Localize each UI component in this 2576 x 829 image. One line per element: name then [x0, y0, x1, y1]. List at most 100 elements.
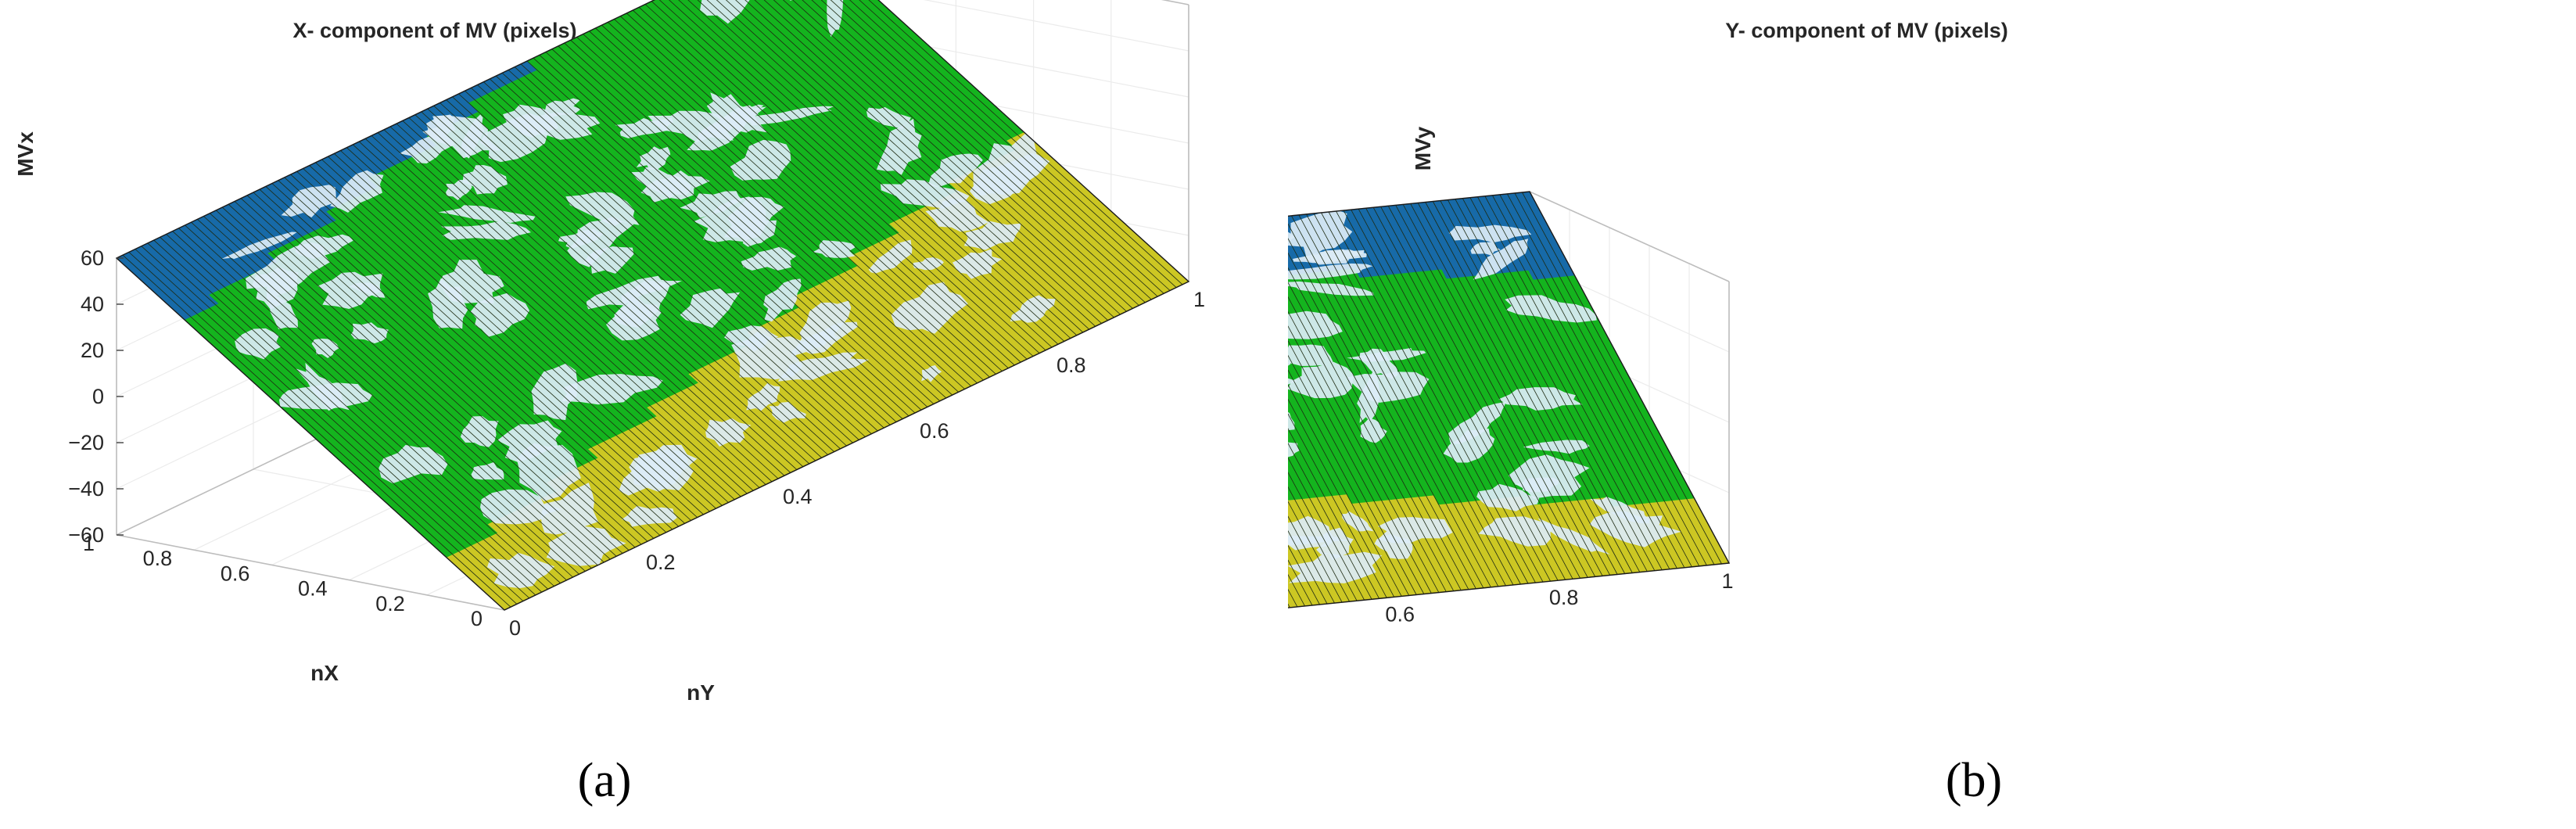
chart-b-mesh-line [1288, 442, 1372, 600]
chart-b-blob [1341, 511, 1374, 532]
chart-a-mesh-line [545, 52, 935, 404]
chart-b-blob [1288, 515, 1336, 551]
chart-b-surface-blobs [1288, 210, 1682, 583]
chart-a-mesh-line [820, 0, 1152, 300]
chart-a-mesh-line [203, 216, 592, 569]
chart-a-blob [731, 331, 806, 380]
chart-b-mesh-line [1288, 339, 1425, 594]
chart-a-z-tick-label: 0 [92, 385, 104, 408]
chart-b-mesh-line [1358, 209, 1559, 581]
chart-b-mesh-line [1288, 252, 1469, 590]
chart-b-mesh-line [1447, 199, 1648, 572]
chart-a-blob [399, 131, 455, 163]
chart-a-mesh-line [240, 198, 630, 551]
chart-a-mesh-line [735, 0, 1096, 327]
chart-a-mesh-line [465, 90, 853, 443]
chart-b-mesh-line [1288, 296, 1447, 592]
chart-a-mesh-line [364, 138, 754, 491]
chart-a-mesh-line [514, 66, 903, 419]
chart-a-mesh-line [589, 31, 978, 384]
chart-a-mesh-line [526, 60, 916, 414]
chart-b-mesh-line [1514, 192, 1715, 565]
chart-a-x-tick-label: 0.6 [221, 562, 250, 585]
chart-b-mesh-line [1387, 206, 1588, 578]
chart-a-blob [565, 192, 640, 227]
chart-a-mesh-line [669, 0, 1053, 348]
chart-a-z-tick-label: 20 [81, 339, 104, 362]
chart-b-mesh-line [1372, 207, 1573, 580]
chart-b-x-tick-label: 0.6 [1385, 602, 1415, 626]
chart-b-mesh-line [1288, 472, 1358, 601]
chart-b-zlabel: MVy [1411, 126, 1435, 170]
chart-a-surface-outline [115, 0, 1190, 611]
chart-b-blob [1293, 249, 1365, 264]
chart-b-mesh-line [1455, 199, 1656, 571]
chart-a-blob [866, 107, 911, 130]
chart-b-surface-outline [1288, 191, 1731, 608]
chart-a-mesh-line [303, 168, 691, 521]
chart-b-mesh-line [1417, 203, 1618, 575]
chart-a-z-tick-label: 40 [81, 292, 104, 316]
chart-a-mesh-line [558, 45, 947, 399]
chart-b-blob [1473, 239, 1529, 280]
chart-a-mesh-line [290, 174, 679, 527]
chart-a-mesh-line [458, 93, 847, 447]
chart-b-mesh-line [1288, 369, 1410, 596]
chart-a-surface-patch [747, 0, 767, 6]
chart-a-blob [311, 339, 339, 358]
chart-a-mesh-line [439, 102, 828, 455]
chart-a-blob [921, 365, 942, 382]
chart-a-mesh-line [427, 108, 816, 461]
chart-a-x-tick-label: 0.8 [143, 547, 173, 570]
chart-a-blob [221, 231, 297, 260]
chart-a-mesh-line [178, 228, 567, 581]
chart-a-mesh-line [166, 234, 554, 587]
chart-a-mesh-line [716, 0, 1084, 333]
chart-a-mesh-line [583, 34, 971, 386]
chart-a-mesh-line [839, 0, 1164, 294]
chart-a-mesh-line [601, 24, 990, 378]
chart-a-mesh-line [490, 78, 878, 432]
chart-a-mesh-line [265, 186, 655, 539]
chart-a-title: X- component of MV (pixels) [292, 19, 576, 42]
chart-a-mesh-line [744, 0, 1102, 324]
chart-a-mesh-line [234, 201, 623, 554]
chart-a-blob [730, 139, 791, 181]
chart-b-x-tick-label: 1 [1721, 569, 1733, 593]
chart-b-mesh-line [1288, 354, 1417, 595]
chart-a-mesh-line [811, 0, 1146, 303]
chart-a-surface-patch [753, 0, 782, 16]
chart-a-mesh-line [638, 7, 1028, 360]
chart-a-x-tick-label: 0.4 [298, 577, 328, 601]
chart-a-ticks: −60 −40 −20 0 20 40 60 0 0.2 0.4 0.6 0.8 1 0 0.2 0.4 0.6… [68, 246, 1205, 640]
chart-b-mesh-line [1288, 501, 1343, 603]
chart-b-blob [1288, 361, 1291, 366]
chart-b-blob [1347, 347, 1426, 362]
chart-b-mesh-line [1288, 398, 1395, 598]
chart-b-blob [1476, 483, 1540, 511]
chart-a-mesh-line [849, 0, 1171, 291]
chart-a-blob [680, 191, 743, 219]
chart-a-mesh-line [210, 213, 598, 565]
chart-b-box-edge [1529, 191, 1730, 282]
chart-a-mesh-line [792, 0, 1133, 309]
chart-a-mesh-line [859, 0, 1177, 288]
chart-a-mesh-line [346, 147, 735, 500]
chart-b-x-tick-label: 0.8 [1549, 586, 1579, 609]
chart-a-blob [540, 483, 598, 535]
chart-a-y-tick-label: 0.4 [783, 485, 813, 508]
chart-b-mesh-line [1288, 223, 1484, 588]
chart-b-blob [1505, 295, 1597, 323]
chart-b-mesh-line [1288, 238, 1476, 589]
chart-a-mesh-line [246, 195, 636, 548]
chart-b-mesh-line [1288, 267, 1462, 590]
chart-a-mesh-line [160, 237, 548, 590]
chart-a-mesh [115, 0, 1190, 611]
chart-a-blob [789, 0, 793, 1]
chart-b-mesh-line [1288, 282, 1455, 591]
chart-a-mesh-line [595, 27, 984, 381]
chart-a-mesh-line [551, 48, 941, 401]
chart-b-mesh-line [1432, 201, 1633, 573]
chart-a-blob [462, 165, 508, 195]
chart-a-mesh-line [632, 9, 1021, 363]
